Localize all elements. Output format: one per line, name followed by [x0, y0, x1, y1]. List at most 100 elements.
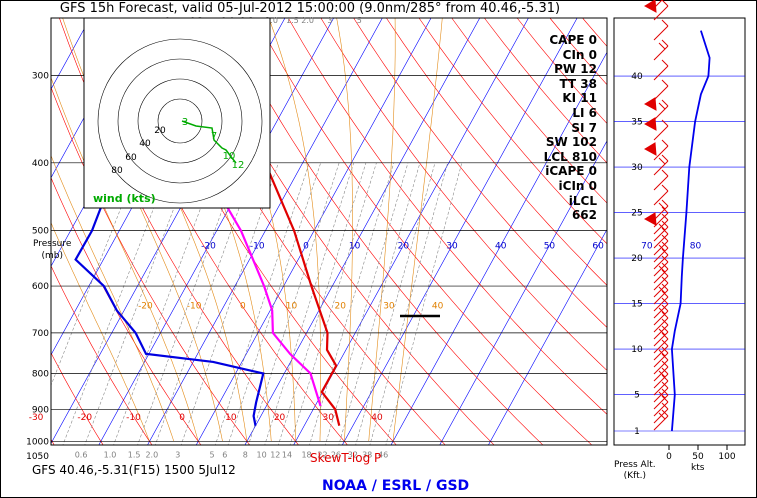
- wind-barb-feather: [661, 39, 669, 47]
- wind-barb-feather: [661, 79, 669, 87]
- dry-adiabat-line: [51, 176, 202, 445]
- pressure-tick-label: 400: [32, 159, 49, 169]
- wind-barb: [653, 255, 669, 277]
- wind-barb-shaft: [653, 401, 669, 417]
- wind-barb-flag: [643, 142, 657, 156]
- wind-barb-feather: [658, 223, 666, 231]
- hodograph-ring: [137, 78, 223, 164]
- moist-label: 0: [240, 302, 246, 312]
- wind-barb-shaft: [653, 303, 669, 319]
- pressure-axis-label: Pressure (mb): [33, 238, 71, 262]
- wind-barb-feather: [661, 0, 669, 7]
- wind-barb: [653, 297, 669, 319]
- altitude-tick-label: 15: [631, 300, 642, 310]
- wind-barb-shaft: [653, 240, 669, 256]
- dry-adiabat-line: [51, 86, 251, 445]
- wind-barb: [653, 0, 663, 9]
- dry-adiabat-line: [516, 18, 607, 124]
- wind-barb-shaft: [653, 45, 669, 61]
- wind-barb-shaft: [653, 25, 669, 41]
- wind-barb-feather: [661, 395, 669, 403]
- wind-barb-flag: [643, 212, 657, 226]
- wind-barb-feather: [661, 269, 669, 277]
- temp-lower-label: -10: [126, 413, 141, 423]
- wind-barb-feather: [658, 412, 666, 420]
- speed-tick-label: 100: [718, 452, 735, 462]
- wind-barb-shaft: [653, 160, 669, 176]
- wind-barb-feather: [661, 59, 669, 67]
- wind-barb-feather: [658, 265, 666, 273]
- wind-barb-shaft: [653, 226, 669, 242]
- mixing-ratio-label: 18: [301, 451, 311, 460]
- dry-adiabat-line: [320, 18, 607, 371]
- footer-station-info: GFS 40.46,-5.31(F15) 1500 5Jul12: [32, 463, 236, 477]
- hodograph-point-label: 7: [211, 131, 217, 142]
- wind-barb: [653, 353, 669, 375]
- moist-label: -20: [138, 302, 153, 312]
- wind-barb: [653, 213, 669, 235]
- pressure-axis-label-line1: Pressure: [33, 239, 72, 249]
- wind-barb: [653, 234, 669, 256]
- temp-tick-label: 60: [592, 241, 604, 251]
- wind-barb-shaft: [653, 317, 669, 333]
- wind-barb: [653, 402, 669, 424]
- wind-barb-feather: [661, 248, 669, 256]
- wind-barb-shaft: [653, 175, 669, 191]
- pressure-tick-label: 800: [32, 369, 49, 379]
- wind-barb: [653, 262, 669, 284]
- wind-barb-shaft: [653, 233, 669, 249]
- mixing-ratio-label: 1.5: [128, 451, 141, 460]
- wind-barb-shaft: [653, 324, 669, 340]
- wind-speed-unit: kts: [691, 463, 705, 473]
- wind-barb-feather: [661, 325, 669, 333]
- dry-adiabat-line: [287, 18, 607, 415]
- dry-adiabat-line: [386, 18, 607, 286]
- wind-barb: [653, 276, 669, 298]
- speed-tick-label: 0: [666, 452, 672, 462]
- wind-barb: [653, 360, 669, 382]
- mixing-ratio-label: 2.0: [145, 451, 158, 460]
- wind-barb-feather: [661, 276, 669, 284]
- pressure-tick-label: 300: [32, 71, 49, 81]
- wind-barb-feather: [658, 42, 666, 50]
- wind-barb-shaft: [653, 0, 663, 9]
- wind-barb: [653, 19, 669, 41]
- wind-barb: [653, 0, 669, 21]
- wind-barb-feather: [658, 391, 666, 399]
- mixing-ratio-label: 46: [378, 451, 388, 460]
- temp-tick-label: 80: [690, 241, 702, 251]
- mixing-ratio-line: [51, 162, 140, 387]
- moist-label: 40: [432, 302, 444, 312]
- dry-adiabat-line: [255, 18, 593, 445]
- pressure-altitude-label: Press Alt. (Kft.): [614, 460, 656, 482]
- wind-barb-shaft: [653, 85, 669, 101]
- wind-speed-trace: [670, 30, 711, 432]
- wind-barb-feather: [661, 213, 669, 221]
- wind-barb-flag: [643, 97, 657, 111]
- index-1: CIn 0: [562, 47, 597, 62]
- mixing-ratio-upper-label: 5: [357, 16, 362, 25]
- wind-barb-shaft: [653, 205, 669, 221]
- wind-barb: [653, 409, 669, 431]
- hodograph-point-label: 10: [223, 151, 236, 162]
- hodograph-point-label: 12: [232, 160, 245, 171]
- hodograph-ring-label: 20: [154, 126, 166, 136]
- mixing-ratio-line: [154, 162, 256, 445]
- wind-barb-shaft: [653, 125, 669, 141]
- hodograph-point-label: 3: [182, 117, 188, 128]
- skewt-frame: [50, 17, 608, 446]
- index-2: PW 12: [554, 62, 597, 77]
- wind-barb-feather: [661, 346, 669, 354]
- temp-tick-label: 20: [398, 241, 410, 251]
- hodograph-trace: [181, 120, 237, 164]
- pressure-tick-label: 900: [32, 405, 49, 415]
- wind-barb-feather: [661, 290, 669, 298]
- wind-barb-shaft: [653, 387, 669, 403]
- moist-label: 30: [383, 302, 395, 312]
- mixing-ratio-upper-label: 2.0: [301, 16, 314, 25]
- pressure-axis-label-line2: (mb): [41, 251, 63, 261]
- wind-barb: [653, 139, 669, 161]
- wind-barb: [653, 311, 669, 333]
- wind-barb: [653, 241, 669, 263]
- mixing-ratio-label: 5: [210, 451, 215, 460]
